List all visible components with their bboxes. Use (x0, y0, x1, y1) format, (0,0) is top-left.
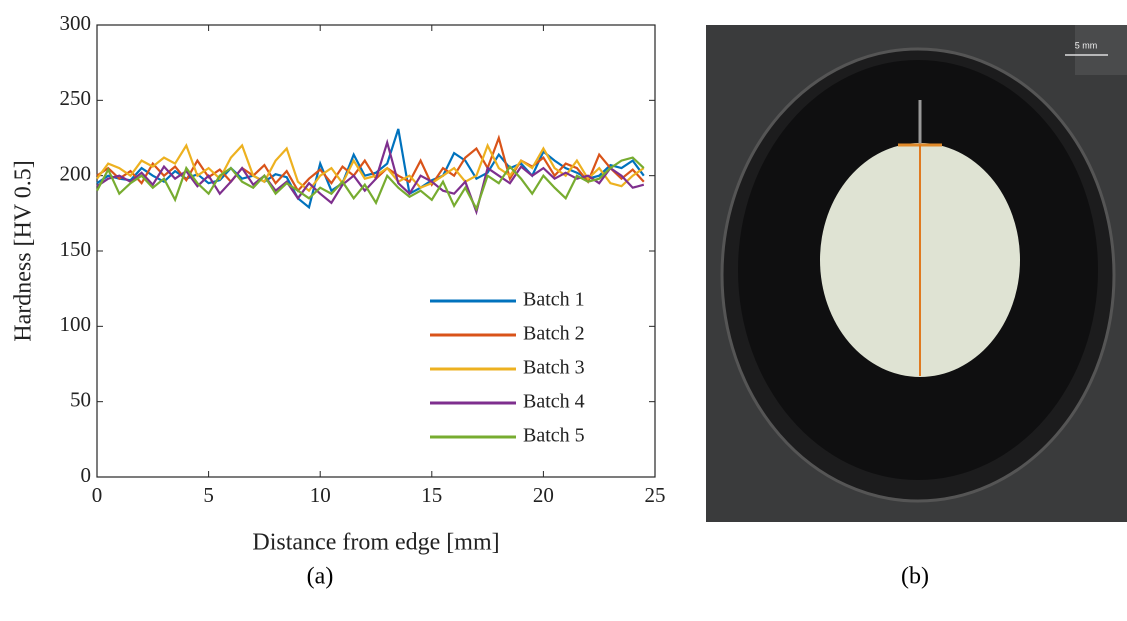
data-line (96, 156, 645, 212)
legend-label: Batch 4 (523, 391, 585, 413)
caption: (a) (307, 564, 334, 590)
scale-label: 5 mm (1075, 40, 1098, 50)
y-tick-label: 100 (60, 312, 92, 336)
x-tick-label: 5 (203, 483, 214, 507)
data-line (96, 134, 645, 193)
legend-label: Batch 5 (523, 425, 585, 447)
y-tick-label: 0 (81, 463, 92, 487)
data-line (96, 142, 645, 193)
x-axis-label: Distance from edge [mm] (252, 530, 499, 556)
y-tick-label: 250 (60, 86, 92, 110)
y-axis-label: Hardness [HV 0.5] (11, 160, 37, 342)
x-tick-label: 10 (310, 483, 331, 507)
y-tick-label: 150 (60, 237, 92, 261)
legend-label: Batch 3 (523, 357, 585, 379)
legend-label: Batch 2 (523, 323, 585, 345)
photo-corner (1075, 25, 1127, 75)
legend-label: Batch 1 (523, 289, 585, 311)
y-tick-label: 200 (60, 161, 92, 185)
y-tick-label: 50 (70, 387, 91, 411)
x-tick-label: 0 (92, 483, 103, 507)
x-tick-label: 25 (645, 483, 666, 507)
y-tick-label: 300 (60, 11, 92, 35)
data-line (96, 138, 645, 216)
x-tick-label: 20 (533, 483, 554, 507)
photo: 5 mm (706, 25, 1127, 522)
caption: (b) (901, 564, 929, 590)
x-tick-label: 15 (421, 483, 442, 507)
